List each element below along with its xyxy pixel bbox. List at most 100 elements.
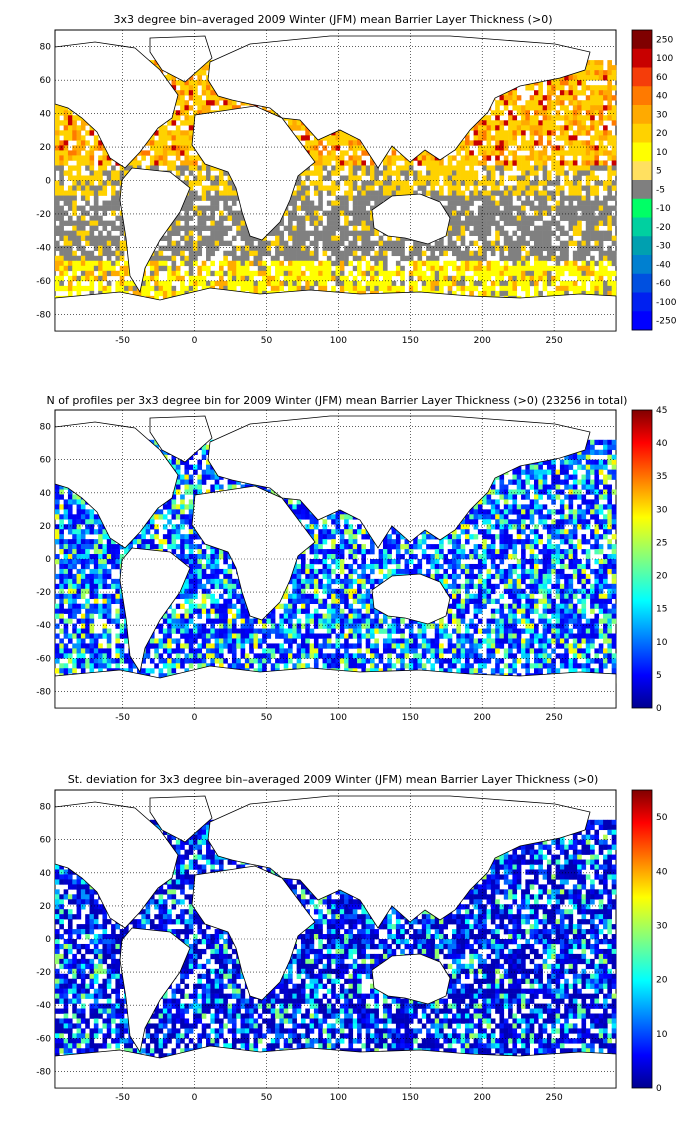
heatmap-cell — [158, 255, 164, 262]
heatmap-cell — [590, 255, 595, 262]
heatmap-cell — [426, 190, 431, 196]
heatmap-cell — [339, 130, 345, 136]
heatmap-cell — [482, 120, 487, 126]
heatmap-cell — [469, 230, 474, 236]
heatmap-cell — [85, 160, 90, 166]
heatmap-cell — [551, 275, 556, 282]
heatmap-cell — [119, 220, 125, 226]
heatmap-cell — [542, 110, 548, 116]
heatmap-cell — [313, 235, 319, 241]
heatmap-cell — [443, 205, 448, 211]
heatmap-cell — [430, 155, 436, 161]
heatmap-cell — [559, 185, 565, 191]
heatmap-cell — [167, 270, 172, 277]
heatmap-cell — [499, 245, 505, 252]
heatmap-cell — [400, 265, 405, 272]
heatmap-cell — [197, 100, 203, 106]
heatmap-cell — [577, 275, 582, 282]
heatmap-cell — [365, 245, 371, 252]
heatmap-cell — [590, 90, 595, 96]
heatmap-cell — [460, 290, 466, 297]
heatmap-cell — [175, 95, 181, 101]
heatmap-cell — [210, 185, 215, 191]
heatmap-cell — [598, 160, 604, 166]
heatmap-cell — [72, 285, 77, 292]
heatmap-cell — [63, 235, 69, 241]
heatmap-cell — [447, 180, 453, 186]
heatmap-cell — [581, 140, 587, 146]
heatmap-cell — [551, 165, 556, 171]
heatmap-cell — [188, 225, 194, 231]
heatmap-cell — [551, 105, 556, 111]
heatmap-cell — [443, 165, 448, 171]
heatmap-cell — [456, 250, 461, 257]
heatmap-cell — [361, 235, 367, 241]
heatmap-cell — [374, 180, 379, 186]
heatmap-cell — [542, 220, 548, 226]
heatmap-cell — [611, 135, 617, 141]
heatmap-cell — [581, 195, 587, 201]
heatmap-cell — [611, 155, 617, 161]
heatmap-cell — [542, 95, 548, 101]
heatmap-cell — [344, 285, 349, 292]
heatmap-cell — [322, 285, 328, 292]
heatmap-cell — [585, 160, 591, 166]
heatmap-cell — [503, 120, 509, 126]
heatmap-cell — [201, 190, 207, 196]
heatmap-cell — [180, 160, 185, 166]
heatmap-cell — [477, 125, 483, 131]
heatmap-cell — [508, 235, 513, 241]
heatmap-cell — [67, 195, 73, 201]
heatmap-cell — [426, 265, 431, 272]
heatmap-cell — [473, 135, 479, 141]
heatmap-cell — [326, 160, 332, 166]
heatmap-cell — [529, 85, 535, 91]
heatmap-cell — [607, 245, 612, 252]
heatmap-cell — [486, 225, 492, 231]
heatmap-cell — [482, 145, 487, 151]
heatmap-cell — [296, 195, 302, 201]
heatmap-cell — [607, 190, 612, 196]
heatmap-cell — [525, 100, 530, 106]
heatmap-cell — [482, 220, 487, 226]
heatmap-cell — [581, 275, 587, 282]
heatmap-cell — [607, 75, 612, 81]
heatmap-cell — [72, 195, 77, 201]
heatmap-cell — [516, 130, 522, 136]
heatmap-cell — [365, 285, 371, 292]
heatmap-cell — [564, 170, 569, 176]
heatmap-cell — [72, 205, 77, 211]
heatmap-cell — [184, 150, 190, 156]
heatmap-cell — [180, 275, 185, 282]
heatmap-cell — [542, 195, 548, 201]
heatmap-cell — [495, 270, 500, 277]
heatmap-cell — [175, 170, 181, 176]
heatmap-cell — [339, 200, 345, 206]
heatmap-cell — [534, 100, 539, 106]
heatmap-cell — [331, 230, 336, 236]
heatmap-cell — [227, 180, 233, 186]
heatmap-cell — [296, 220, 302, 226]
heatmap-cell — [559, 150, 565, 156]
heatmap-cell — [598, 115, 604, 121]
heatmap-cell — [521, 225, 526, 231]
heatmap-cell — [318, 165, 323, 171]
heatmap-cell — [106, 235, 112, 241]
heatmap-cell — [395, 250, 401, 257]
heatmap-cell — [551, 190, 556, 196]
heatmap-cell — [594, 165, 600, 171]
heatmap-cell — [309, 150, 315, 156]
heatmap-cell — [568, 210, 574, 216]
heatmap-cell — [564, 160, 569, 166]
heatmap-cell — [456, 145, 461, 151]
heatmap-cell — [223, 230, 228, 236]
heatmap-cell — [89, 125, 95, 131]
heatmap-cell — [469, 250, 474, 257]
heatmap-cell — [607, 110, 612, 116]
heatmap-cell — [434, 260, 440, 267]
heatmap-cell — [188, 190, 194, 196]
heatmap-cell — [452, 215, 457, 221]
heatmap-cell — [551, 230, 556, 236]
heatmap-cell — [55, 185, 60, 191]
heatmap-cell — [598, 285, 604, 292]
